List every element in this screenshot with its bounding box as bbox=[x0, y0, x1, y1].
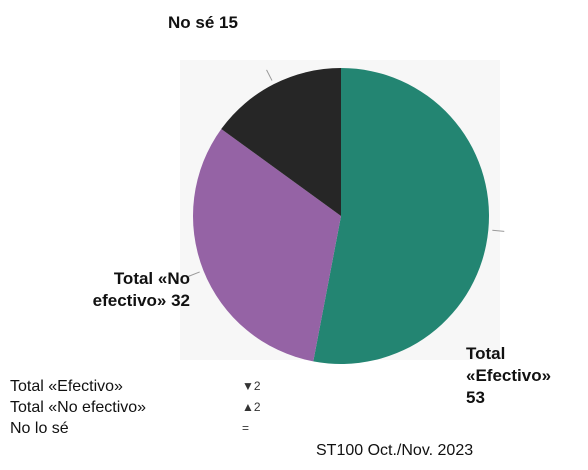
legend-label: Total «No efectivo» bbox=[10, 399, 147, 416]
legend-change: ▼2 bbox=[242, 379, 261, 393]
leader-line bbox=[492, 229, 505, 232]
pie-slice-efectivo bbox=[313, 68, 490, 364]
triangle-down-icon: ▼ bbox=[242, 379, 254, 393]
slice-label-efectivo: Total «Efectivo» 53 bbox=[466, 344, 552, 407]
pie-slice-no-efectivo bbox=[192, 129, 341, 362]
triangle-up-icon: ▲ bbox=[242, 400, 254, 414]
slice-label-no-efectivo: Total «No efectivo» 32 bbox=[92, 269, 190, 310]
leader-lines bbox=[188, 69, 505, 277]
legend-label: Total «Efectivo» bbox=[10, 378, 123, 395]
legend-item-no-lo-se: No lo sé = bbox=[10, 418, 290, 439]
legend-label: No lo sé bbox=[10, 420, 69, 437]
legend-item-efectivo: Total «Efectivo» ▼2 bbox=[10, 376, 290, 397]
pie-slices bbox=[192, 68, 490, 364]
leader-line bbox=[266, 69, 273, 81]
pie-slice-no-se bbox=[221, 68, 341, 216]
leader-line bbox=[188, 271, 200, 277]
equals-icon: = bbox=[242, 421, 250, 435]
legend: Total «Efectivo» ▼2 Total «No efectivo» … bbox=[10, 376, 290, 439]
slice-label-no-se: No sé 15 bbox=[168, 13, 238, 32]
legend-change: ▲2 bbox=[242, 400, 261, 414]
source-note: ST100 Oct./Nov. 2023 bbox=[316, 442, 474, 459]
legend-change: = bbox=[242, 418, 249, 439]
legend-item-no-efectivo: Total «No efectivo» ▲2 bbox=[10, 397, 290, 418]
